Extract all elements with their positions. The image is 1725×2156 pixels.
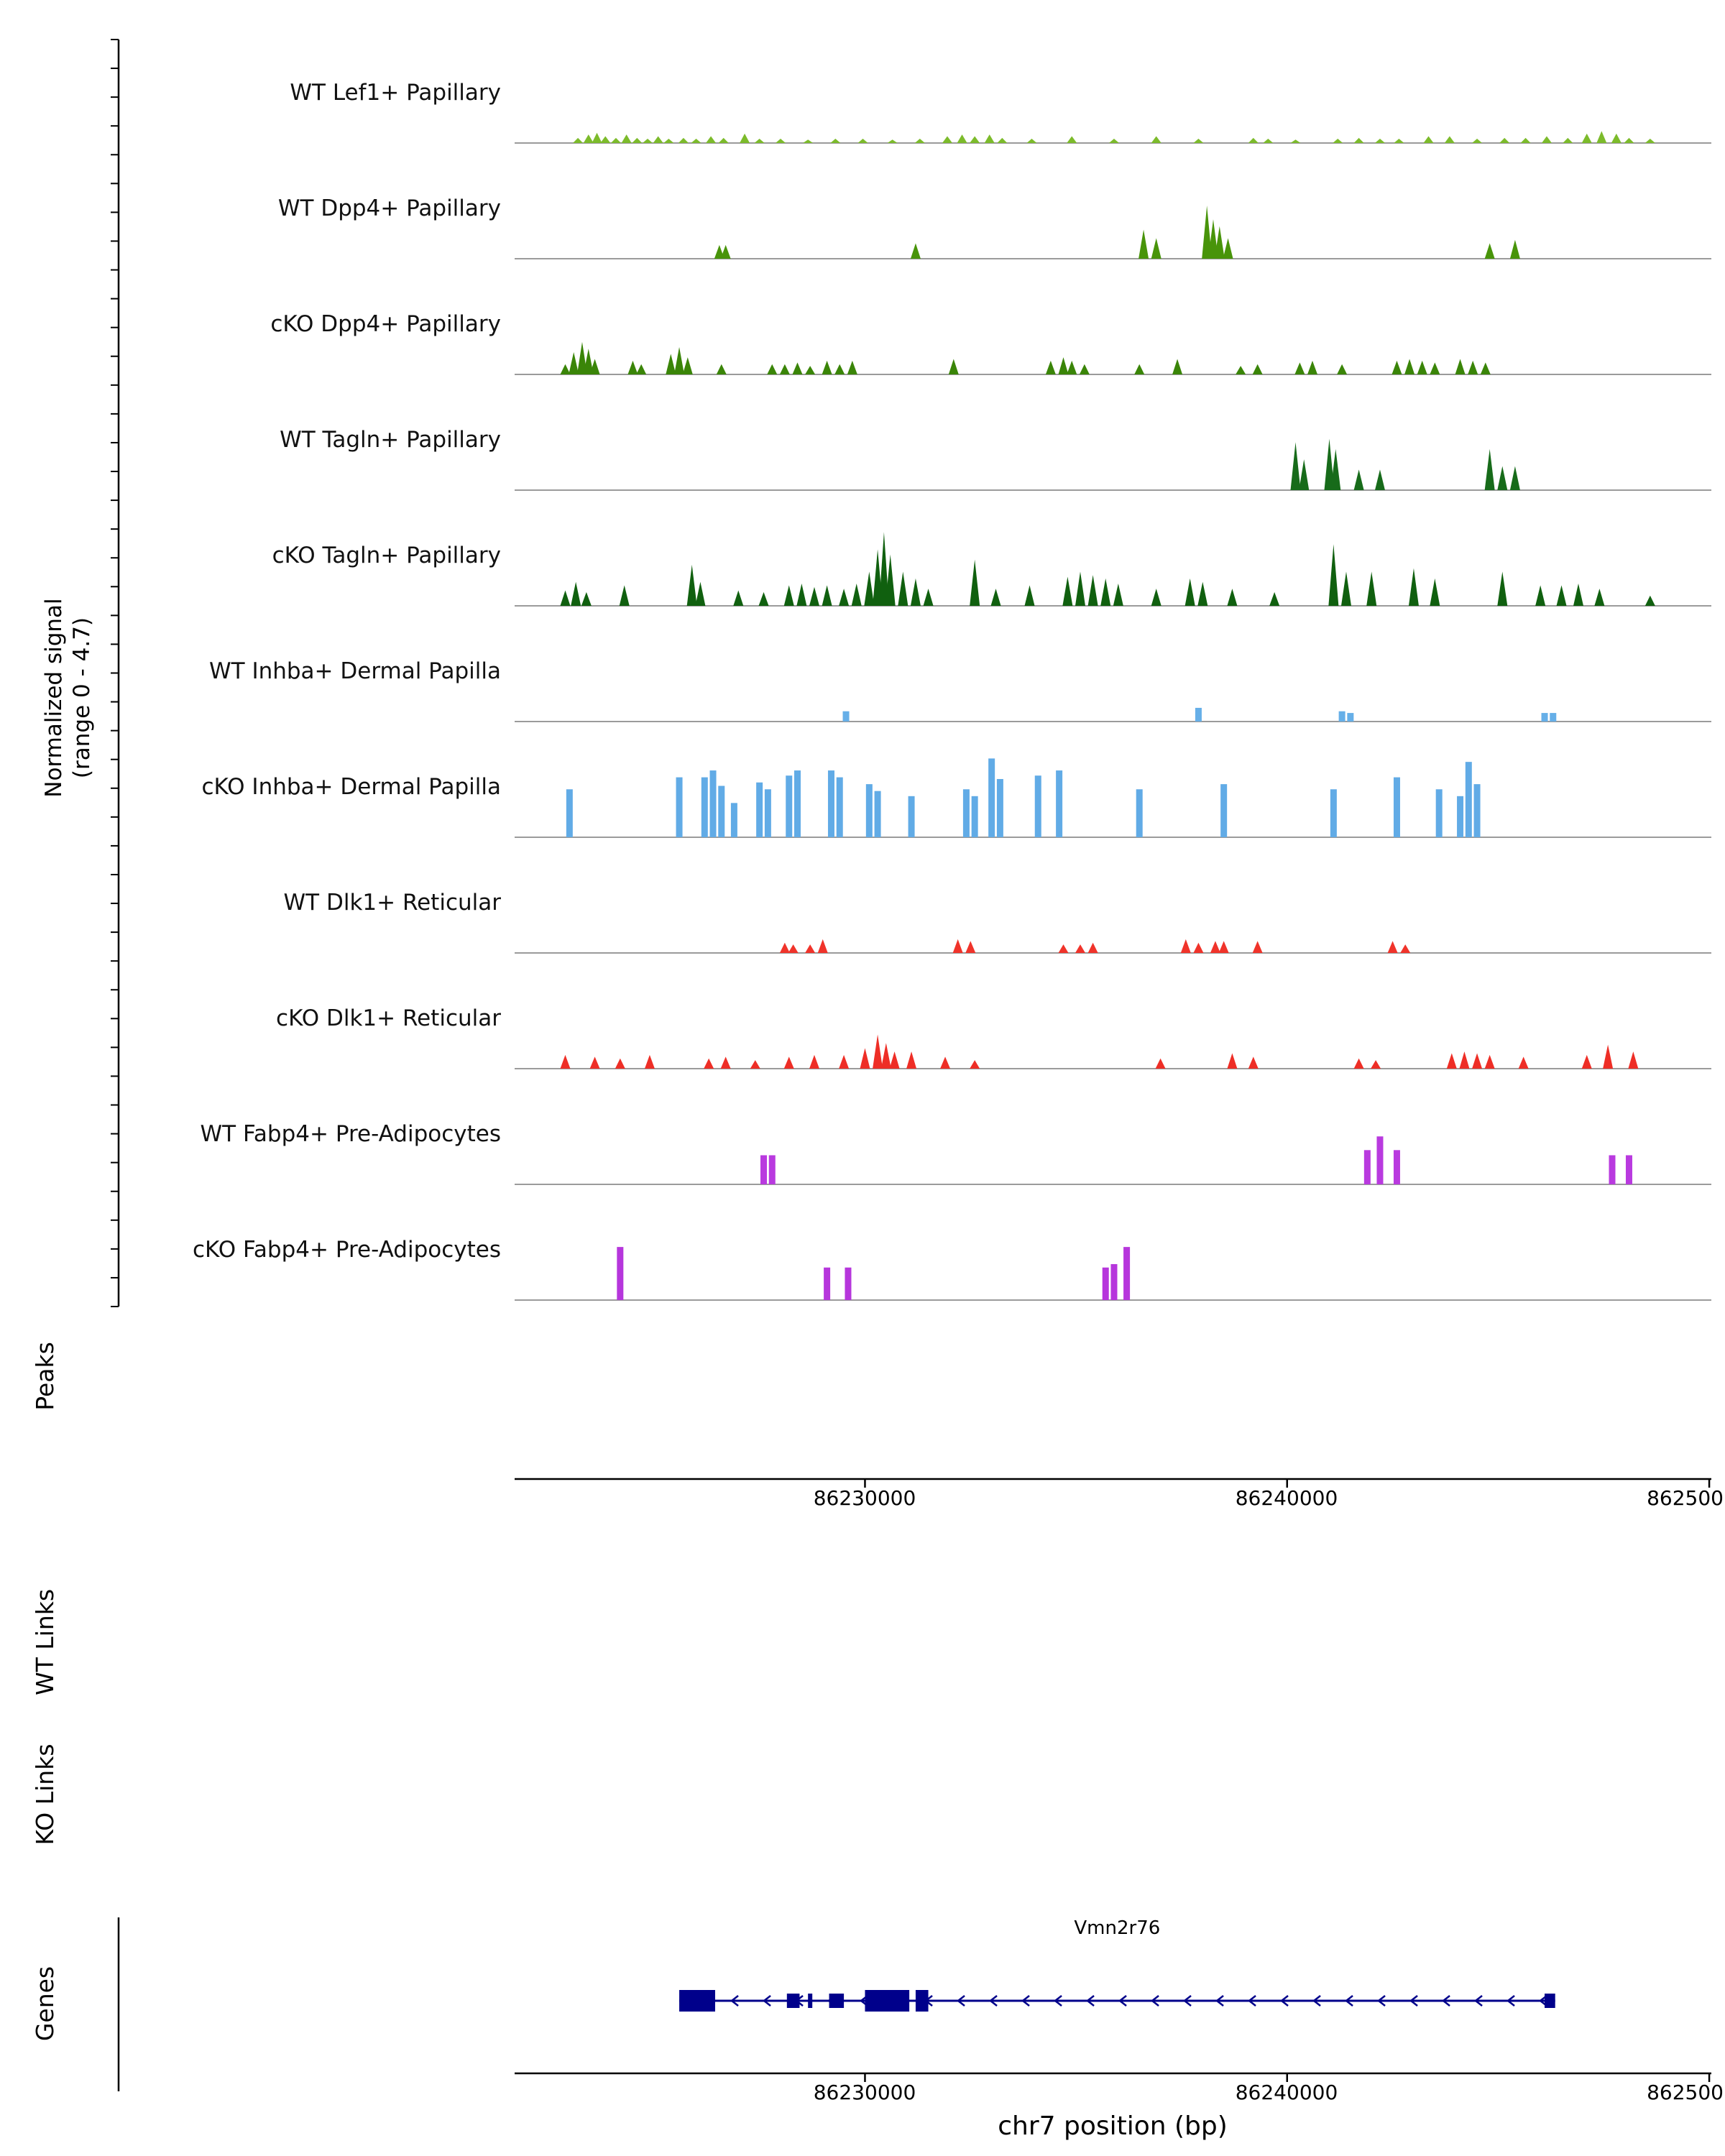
minus-strand-arrow-icon — [730, 1995, 739, 2007]
signal-track-10 — [515, 1247, 1711, 1301]
minus-strand-arrow-icon — [1409, 1995, 1418, 2007]
mid-axis-tick-86230000: 86230000 — [813, 1486, 916, 1510]
track-label-cko-fabp4: cKO Fabp4+ Pre-Adipocytes — [193, 1237, 501, 1263]
gene-exon — [786, 1994, 800, 2008]
minus-strand-arrow-icon — [1183, 1995, 1192, 2007]
signal-track-6 — [515, 758, 1711, 838]
minus-strand-arrow-icon — [1021, 1995, 1030, 2007]
gene-exon — [865, 1990, 910, 2012]
minus-strand-arrow-icon — [1215, 1995, 1224, 2007]
minus-strand-arrow-icon — [1118, 1995, 1127, 2007]
x-axis-title: chr7 position (bp) — [998, 2111, 1228, 2141]
minus-strand-arrow-icon — [763, 1995, 771, 2007]
track-label-cko-dpp4: cKO Dpp4+ Papillary — [270, 311, 501, 337]
track-label-wt-lef1: WT Lef1+ Papillary — [290, 80, 501, 106]
track-label-cko-dlk1: cKO Dlk1+ Reticular — [276, 1005, 501, 1031]
track-label-cko-tagln: cKO Tagln+ Papillary — [272, 543, 501, 568]
bottom-axis-tick-86250000: 862500 — [1647, 2081, 1724, 2104]
signal-track-7 — [515, 939, 1711, 954]
signal-track-0 — [515, 131, 1711, 144]
signal-track-5 — [515, 707, 1711, 722]
bottom-axis-tick-86240000: 86240000 — [1235, 2081, 1338, 2104]
minus-strand-arrow-icon — [957, 1995, 965, 2007]
gene-name-label: Vmn2r76 — [1074, 1917, 1161, 1939]
minus-strand-arrow-icon — [1474, 1995, 1483, 2007]
minus-strand-arrow-icon — [1377, 1995, 1386, 2007]
track-label-wt-fabp4: WT Fabp4+ Pre-Adipocytes — [200, 1121, 502, 1147]
minus-strand-arrow-icon — [1054, 1995, 1062, 2007]
minus-strand-arrow-icon — [1086, 1995, 1095, 2007]
minus-strand-arrow-icon — [1506, 1995, 1515, 2007]
section-label-peaks: Peaks — [31, 1342, 59, 1411]
gene-exon — [808, 1994, 813, 2008]
track-label-cko-inhba: cKO Inhba+ Dermal Papilla — [201, 774, 502, 800]
gene-exon — [829, 1994, 845, 2008]
track-label-wt-inhba: WT Inhba+ Dermal Papilla — [209, 658, 501, 684]
gene-model — [679, 1990, 1555, 2012]
gene-exon — [679, 1990, 715, 2012]
bottom-axis-tick-86230000: 86230000 — [813, 2081, 916, 2104]
signal-track-3 — [515, 438, 1711, 491]
minus-strand-arrow-icon — [1442, 1995, 1450, 2007]
ko-links-section — [515, 1754, 1711, 1897]
minus-strand-arrow-icon — [1151, 1995, 1159, 2007]
track-label-wt-dlk1: WT Dlk1+ Reticular — [283, 890, 501, 916]
minus-strand-arrow-icon — [1280, 1995, 1289, 2007]
track-label-wt-dpp4: WT Dpp4+ Papillary — [277, 195, 501, 221]
minus-strand-arrow-icon — [1248, 1995, 1256, 2007]
signal-track-2 — [515, 341, 1711, 375]
signal-axis-left — [111, 39, 120, 1307]
section-label-ko-links: KO Links — [31, 1743, 59, 1846]
gene-exon — [1545, 1994, 1555, 2008]
signal-track-1 — [515, 206, 1711, 259]
minus-strand-arrow-icon — [989, 1995, 998, 2007]
mid-axis-tick-86240000: 86240000 — [1235, 1486, 1338, 1510]
minus-strand-arrow-icon — [1345, 1995, 1353, 2007]
signal-track-4 — [515, 532, 1711, 607]
peaks-section — [515, 1330, 1711, 1466]
genome-axis — [515, 1478, 1711, 1488]
minus-strand-arrow-icon — [1312, 1995, 1321, 2007]
wt-links-section — [515, 1524, 1711, 1754]
signal-track-8 — [515, 1034, 1711, 1069]
track-label-wt-tagln: WT Tagln+ Papillary — [280, 427, 501, 453]
genome-axis — [515, 2072, 1711, 2082]
gene-exon — [915, 1990, 929, 2012]
section-label-genes: Genes — [31, 1966, 59, 2042]
signal-track-9 — [515, 1136, 1711, 1185]
mid-axis-tick-86250000: 862500 — [1647, 1486, 1724, 1510]
